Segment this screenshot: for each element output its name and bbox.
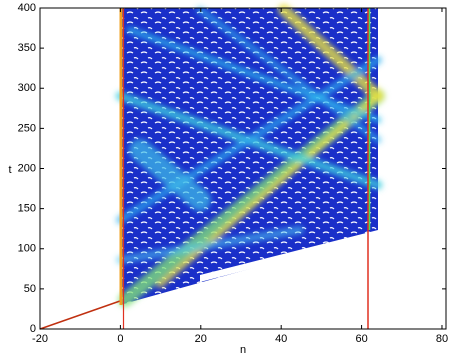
contour-region: [120, 8, 378, 305]
x-tick-label: 80: [436, 333, 448, 345]
y-tick-label: 200: [18, 162, 36, 174]
front-line: [39, 300, 121, 330]
y-tick-label: 400: [18, 2, 36, 14]
y-axis-label: t: [8, 164, 11, 176]
y-tick-label: 150: [18, 203, 36, 215]
x-axis-label: n: [240, 344, 246, 356]
x-tick-label: 0: [117, 333, 123, 345]
x-tick-label: 60: [355, 333, 367, 345]
contour-field: [39, 4, 385, 330]
y-tick-label: 350: [18, 42, 36, 54]
x-tick-label: 40: [275, 333, 287, 345]
y-tick-label: 300: [18, 82, 36, 94]
x-tick-label: 20: [195, 333, 207, 345]
y-tick-label: 0: [30, 323, 36, 335]
contour-gap: [200, 230, 378, 282]
x-tick-label: -20: [32, 333, 48, 345]
y-tick-label: 100: [18, 243, 36, 255]
y-tick-label: 250: [18, 122, 36, 134]
y-tick-label: 50: [24, 283, 36, 295]
contour-bands: [115, 4, 385, 307]
